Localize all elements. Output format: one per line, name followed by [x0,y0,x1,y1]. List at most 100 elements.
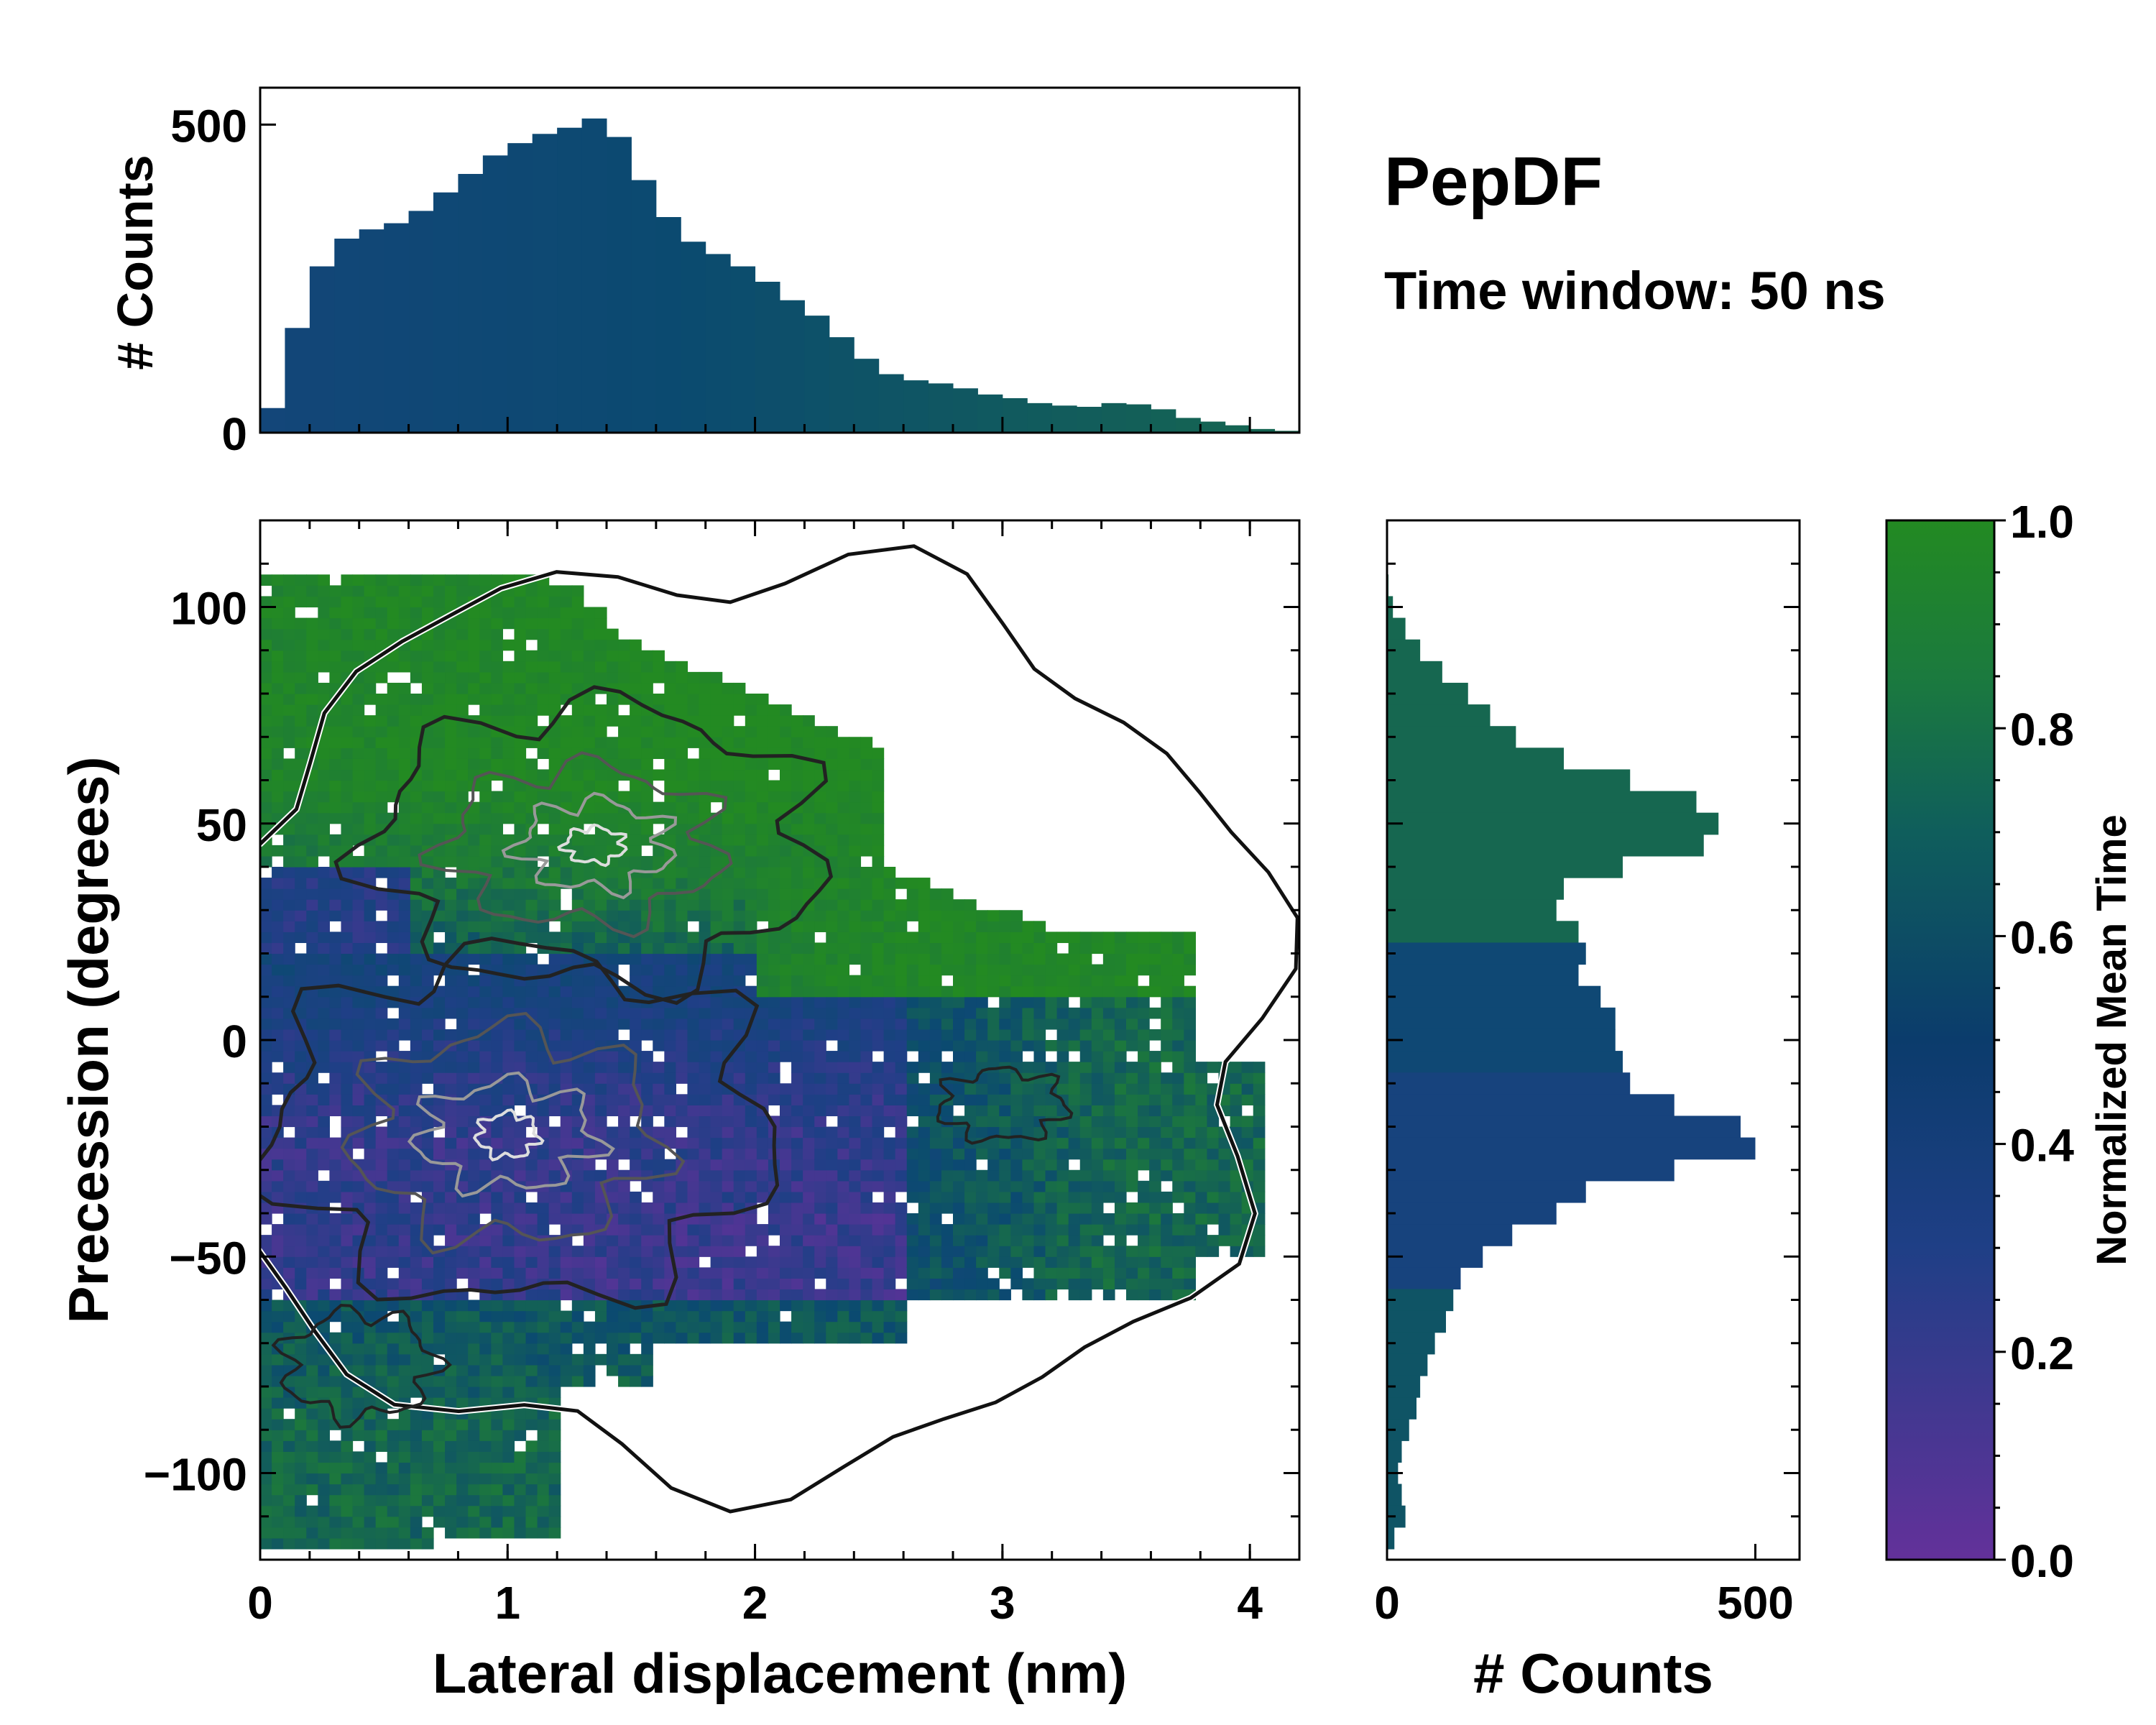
heatmap-cell [410,1224,423,1236]
heatmap-cell [329,834,342,846]
heatmap-cell [260,1267,272,1279]
heatmap-cell [594,932,607,944]
heatmap-cell [456,1462,469,1474]
heatmap-cell [283,845,295,857]
heatmap-cell [514,1516,527,1528]
heatmap-cell [710,1007,723,1019]
heatmap-cell [594,801,607,814]
heatmap-cell [364,748,377,759]
heatmap-cell [364,1159,377,1171]
heatmap-cell [421,867,434,878]
heatmap-cell [964,1083,977,1095]
heatmap-cell [479,1202,492,1214]
heatmap-cell [999,1126,1011,1138]
heatmap-cell [560,1191,573,1203]
heatmap-cell [929,1051,942,1062]
heatmap-cell [849,867,862,878]
heatmap-cell [1161,1191,1173,1203]
heatmap-cell [999,921,1011,932]
heatmap-cell [964,1256,977,1268]
heatmap-cell [571,1375,584,1387]
heatmap-cell [676,1321,688,1333]
heatmap-cell [318,1267,330,1279]
heatmap-cell [525,682,538,694]
heatmap-cell [571,791,584,803]
heatmap-cell [780,1202,792,1214]
heatmap-cell [329,780,342,792]
heatmap-cell [410,975,423,987]
heatmap-cell [329,1213,342,1225]
heatmap-cell [1022,1159,1035,1171]
heatmap-cell [583,737,596,748]
heatmap-cell [398,1083,411,1095]
heatmap-cell [548,1062,561,1073]
heatmap-cell [560,1072,573,1084]
heatmap-cell [583,650,596,662]
heatmap-cell [548,1505,561,1517]
heatmap-cell [1022,985,1035,998]
heatmap-cell [607,1235,619,1246]
heatmap-cell [306,596,318,608]
heatmap-cell [571,1364,584,1376]
heatmap-cell [491,661,503,673]
heatmap-cell [1010,1007,1023,1019]
heatmap-cell [872,1267,885,1279]
heatmap-cell [525,1310,538,1322]
heatmap-cell [641,769,653,781]
heatmap-cell [953,1159,965,1171]
heatmap-cell [445,726,457,737]
heatmap-cell [826,1278,838,1290]
heatmap-cell [641,650,653,662]
heatmap-cell [548,661,561,673]
heatmap-cell [1022,932,1035,944]
heatmap-cell [1045,1148,1058,1160]
heatmap-cell [987,1159,1000,1171]
heatmap-cell [745,1137,757,1149]
heatmap-cell [491,791,503,803]
heatmap-cell [664,878,676,889]
heatmap-cell [837,834,849,846]
heatmap-cell [537,704,550,716]
heatmap-cell [1033,1267,1046,1279]
heatmap-cell [733,1159,746,1171]
heatmap-cell [814,1289,826,1301]
heatmap-cell [514,726,527,737]
heatmap-cell [548,694,561,705]
heatmap-cell [468,1159,480,1171]
heatmap-cell [468,1213,480,1225]
heatmap-cell [1033,1148,1046,1160]
heatmap-cell [491,1105,503,1117]
heatmap-cell [306,801,318,814]
heatmap-cell [341,1289,354,1301]
heatmap-cell [826,823,838,835]
heatmap-cell [283,737,295,748]
heatmap-cell [421,801,434,814]
heatmap-cell [560,1375,573,1387]
heatmap-cell [976,1148,988,1160]
heatmap-cell [745,1040,757,1052]
heatmap-cell [560,1062,573,1073]
heatmap-cell [329,1062,342,1073]
heatmap-cell [364,671,377,684]
heatmap-cell [491,1516,503,1528]
heatmap-cell [260,1094,272,1105]
heatmap-cell [733,1148,746,1160]
heatmap-cell [745,715,757,727]
heatmap-cell [745,1224,757,1236]
heatmap-cell [398,769,411,781]
heatmap-cell [398,801,411,814]
heatmap-cell [387,737,400,748]
heatmap-cell [826,899,838,911]
heatmap-cell [641,1224,653,1236]
heatmap-cell [283,996,295,1008]
heatmap-cell [410,899,423,911]
heatmap-cell [479,628,492,640]
heatmap-cell [537,1224,550,1236]
heatmap-cell [525,1419,538,1430]
heatmap-cell [976,985,988,998]
heatmap-cell [630,1126,642,1138]
heatmap-cell [976,964,988,976]
heatmap-cell [895,1116,908,1128]
heatmap-cell [352,996,365,1008]
heatmap-cell [745,1278,757,1290]
